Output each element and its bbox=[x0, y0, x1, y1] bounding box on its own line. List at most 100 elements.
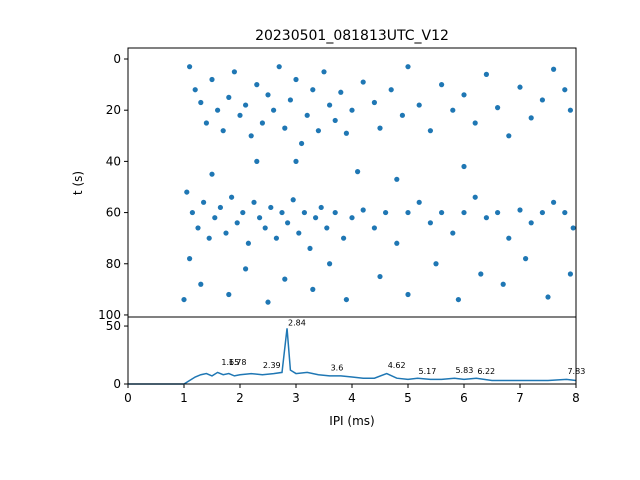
point bbox=[285, 220, 291, 226]
point bbox=[450, 107, 456, 113]
point bbox=[318, 204, 324, 211]
point bbox=[313, 215, 319, 221]
point bbox=[461, 163, 467, 170]
point bbox=[327, 102, 333, 108]
point bbox=[259, 120, 265, 126]
point bbox=[299, 140, 305, 147]
point bbox=[290, 197, 296, 203]
point bbox=[304, 112, 310, 118]
point bbox=[201, 199, 207, 205]
x-tick-label: 0 bbox=[124, 391, 132, 405]
point bbox=[394, 176, 400, 182]
point bbox=[495, 105, 501, 111]
peak-label: 3.6 bbox=[331, 364, 344, 373]
point bbox=[189, 209, 195, 216]
point bbox=[388, 87, 394, 93]
point bbox=[282, 125, 288, 131]
y-tick-label: 60 bbox=[106, 206, 121, 220]
point bbox=[198, 99, 204, 106]
point bbox=[265, 299, 271, 305]
point bbox=[243, 102, 249, 108]
point bbox=[181, 296, 187, 303]
point bbox=[307, 245, 313, 252]
point bbox=[433, 261, 439, 267]
point bbox=[377, 125, 383, 131]
point bbox=[206, 235, 212, 241]
point bbox=[282, 276, 288, 282]
axes-frame bbox=[127, 316, 577, 385]
point bbox=[268, 204, 274, 211]
y-tick-label: 0 bbox=[113, 52, 121, 66]
point bbox=[567, 271, 574, 277]
peak-label: 2.39 bbox=[263, 361, 281, 370]
point bbox=[327, 261, 333, 267]
point bbox=[377, 273, 383, 280]
point bbox=[262, 225, 268, 231]
point bbox=[416, 102, 422, 108]
point bbox=[562, 87, 568, 93]
point bbox=[405, 209, 411, 216]
point bbox=[192, 87, 198, 93]
peak-label: 4.62 bbox=[388, 361, 406, 370]
point bbox=[229, 194, 235, 200]
point bbox=[215, 107, 221, 113]
point bbox=[483, 215, 489, 221]
point bbox=[184, 189, 190, 195]
peak-label: 1.65 bbox=[221, 358, 239, 367]
point bbox=[343, 130, 349, 136]
point bbox=[234, 220, 240, 226]
point bbox=[360, 207, 366, 213]
point bbox=[528, 220, 534, 226]
point bbox=[461, 92, 467, 98]
point bbox=[371, 225, 377, 231]
point bbox=[539, 97, 546, 103]
peak-label: 5.17 bbox=[419, 367, 437, 376]
peak-label: 1.78 bbox=[229, 358, 247, 367]
point bbox=[427, 128, 433, 134]
x-tick-label: 4 bbox=[348, 391, 356, 405]
point bbox=[506, 235, 512, 241]
x-tick-label: 1 bbox=[180, 391, 188, 405]
point bbox=[528, 115, 534, 121]
point bbox=[371, 99, 377, 106]
point bbox=[545, 294, 551, 300]
point bbox=[220, 128, 226, 134]
point bbox=[276, 64, 282, 70]
point bbox=[226, 291, 232, 298]
point bbox=[483, 71, 489, 77]
x-tick-label: 3 bbox=[292, 391, 300, 405]
point bbox=[254, 82, 260, 88]
point bbox=[472, 194, 478, 200]
point bbox=[301, 209, 307, 216]
point bbox=[455, 296, 461, 303]
point bbox=[332, 117, 338, 124]
point bbox=[523, 256, 529, 262]
point bbox=[243, 266, 249, 272]
peak-label: 2.84 bbox=[288, 318, 306, 327]
point bbox=[245, 240, 251, 246]
point bbox=[461, 209, 467, 216]
point bbox=[551, 199, 557, 205]
y-tick-label: 80 bbox=[106, 257, 121, 271]
point bbox=[279, 209, 285, 216]
point bbox=[198, 281, 204, 287]
point bbox=[478, 271, 484, 277]
point bbox=[405, 291, 411, 298]
point bbox=[310, 286, 316, 292]
point bbox=[450, 230, 456, 236]
point bbox=[271, 107, 277, 113]
x-tick-label: 7 bbox=[516, 391, 524, 405]
histogram-line bbox=[128, 328, 577, 385]
point bbox=[360, 79, 366, 85]
point bbox=[355, 169, 361, 175]
point bbox=[195, 225, 201, 231]
point bbox=[296, 230, 302, 236]
point bbox=[341, 235, 347, 241]
point bbox=[349, 107, 355, 113]
y-tick-label: 50 bbox=[106, 319, 121, 333]
x-tick-label: 8 bbox=[572, 391, 580, 405]
x-tick-label: 2 bbox=[236, 391, 244, 405]
y-tick-label: 0 bbox=[113, 377, 121, 391]
